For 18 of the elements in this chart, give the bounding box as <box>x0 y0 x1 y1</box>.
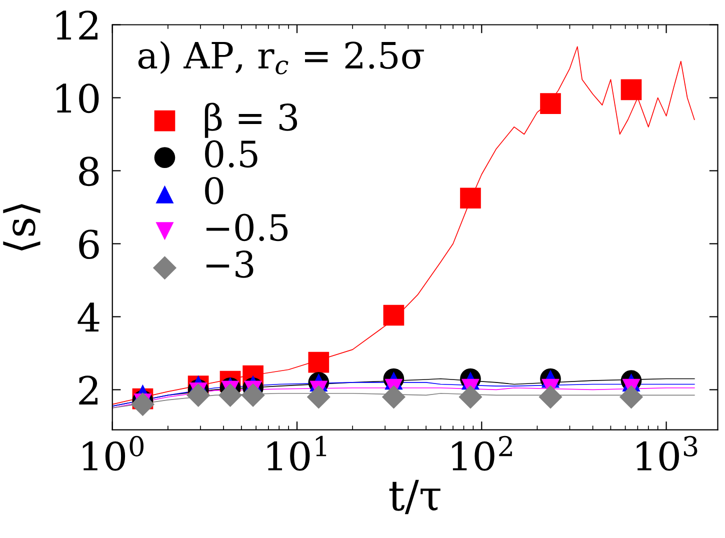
x-tick-label: 10$^{3}$ <box>636 436 698 471</box>
legend-label: β = 3 <box>204 102 298 138</box>
y-tick-label: 10 <box>56 84 99 114</box>
y-tick-label: 8 <box>79 156 99 186</box>
y-tick-label: 12 <box>56 10 98 40</box>
y-tick-label: 2 <box>79 376 98 404</box>
legend-label: −0.5 <box>206 214 288 242</box>
x-tick-label: 10$^{0}$ <box>82 436 144 471</box>
legend-label: −3 <box>206 250 254 278</box>
y-tick-label: 4 <box>78 302 100 332</box>
annotation: a) AP, r$_{c}$ = 2.5σ <box>138 40 424 74</box>
x-axis-title: t/τ <box>389 480 440 514</box>
x-tick-label: 10$^{2}$ <box>452 436 512 471</box>
legend-label: 0 <box>205 177 224 204</box>
y-tick-label: 6 <box>79 230 99 260</box>
x-tick-label: 10$^{1}$ <box>268 436 326 471</box>
y-axis-title: ⟨s⟩ <box>3 204 40 251</box>
legend-label: 0.5 <box>205 140 258 168</box>
